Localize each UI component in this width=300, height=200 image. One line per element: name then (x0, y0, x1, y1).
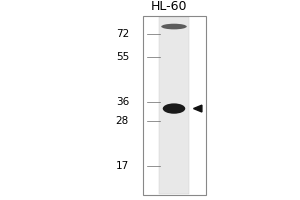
Ellipse shape (161, 24, 187, 29)
Ellipse shape (163, 103, 185, 114)
Text: 28: 28 (116, 116, 129, 126)
Polygon shape (194, 105, 202, 112)
Text: HL-60: HL-60 (151, 0, 188, 13)
FancyBboxPatch shape (159, 17, 189, 194)
Text: 36: 36 (116, 97, 129, 107)
Text: 72: 72 (116, 29, 129, 39)
Text: 55: 55 (116, 52, 129, 62)
Text: 17: 17 (116, 161, 129, 171)
